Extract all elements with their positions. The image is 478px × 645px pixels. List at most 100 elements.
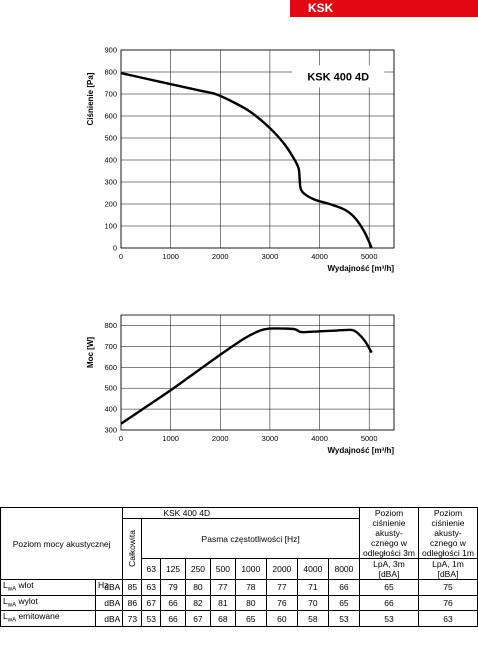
acoustic-table: Poziom mocy akustycznej KSK 400 4D Pozio… xyxy=(0,507,478,628)
chart2-ytick-label: 400 xyxy=(104,405,117,414)
chart2-xlabel: Wydajność [m³/h] xyxy=(327,446,394,455)
chart1-ytick-label: 300 xyxy=(104,178,117,187)
band-header-1000: 1000 xyxy=(234,558,267,580)
row-total: 86 xyxy=(122,594,143,612)
row-label-name: wlot xyxy=(16,580,34,590)
row-label-l: L xyxy=(3,580,8,590)
row-band-value: 66 xyxy=(160,594,186,612)
chart1-xtick-label: 3000 xyxy=(262,252,279,261)
lpa1-header-cell: Poziom ciśnienie akusty-cznego w odległo… xyxy=(418,507,478,559)
row-lpa1: 75 xyxy=(418,579,478,596)
band-header-500: 500 xyxy=(209,558,236,580)
row-band-value: 65 xyxy=(327,594,361,612)
row-lpa3: 65 xyxy=(359,579,419,596)
model-label-cell: KSK 400 4D xyxy=(122,507,360,519)
chart1-xtick-label: 2000 xyxy=(212,252,229,261)
chart2-xtick-label: 5000 xyxy=(361,434,378,443)
row-unit: dBA xyxy=(94,579,124,596)
row-band-value: 58 xyxy=(296,610,329,628)
chart2-ylabel: Moc [W] xyxy=(86,337,95,368)
row-label-sub: wA xyxy=(7,586,17,593)
row-band-value: 66 xyxy=(327,579,361,596)
chart1-xtick-label: 5000 xyxy=(361,252,378,261)
chart1-ytick-label: 700 xyxy=(104,90,117,99)
row-label-sub: wA xyxy=(7,602,17,609)
lpa3-header-cell: Poziom ciśnienie akusty-cznego w odległo… xyxy=(359,507,419,559)
band-header-63: 63 xyxy=(141,558,162,580)
chart1-ytick-label: 800 xyxy=(104,68,117,77)
row-label-sub: wA xyxy=(7,618,17,625)
row-unit: dBA xyxy=(94,610,124,628)
total-label-cell: Całkowita xyxy=(122,518,143,580)
row-lpa3: 53 xyxy=(359,610,419,628)
band-header-8000: 8000 xyxy=(327,558,361,580)
row-band-value: 65 xyxy=(234,610,267,628)
row-band-value: 79 xyxy=(160,579,186,596)
chart2-series-line xyxy=(120,327,373,425)
band-header-125: 125 xyxy=(160,558,186,580)
chart2-ytick-label: 700 xyxy=(104,342,117,351)
chart1-ytick-label: 900 xyxy=(104,46,117,55)
chart1-ytick-label: 500 xyxy=(104,134,117,143)
band-row: 63 125 250 500 1000 2000 4000 8000 LpA, 3m [dBA]… xyxy=(1,558,478,580)
chart2-ytick-label: 600 xyxy=(104,363,117,372)
row-band-value: 77 xyxy=(209,579,236,596)
row-band-value: 80 xyxy=(234,594,267,612)
table-row: LwA wylot dBA 86 67 66 82 81 80 76 70 65 66 76 xyxy=(0,594,478,612)
chart1-xtick-label: 0 xyxy=(119,252,123,261)
chart1-xlabel: Wydajność [m³/h] xyxy=(327,264,394,273)
chart2-xtick-label: 2000 xyxy=(212,434,229,443)
row-band-value: 70 xyxy=(296,594,329,612)
row-band-value: 77 xyxy=(265,579,298,596)
chart1-series-line xyxy=(120,71,373,249)
band-label-cell: Pasma częstotliwości [Hz] xyxy=(141,518,360,559)
chart1-xtick-label: 1000 xyxy=(162,252,179,261)
row-band-value: 68 xyxy=(209,610,236,628)
chart2-ytick-label: 500 xyxy=(104,384,117,393)
row-label-name: wylot xyxy=(16,595,38,606)
row-band-value: 63 xyxy=(141,579,162,596)
row-lpa1: 63 xyxy=(418,610,478,628)
total-label: Całkowita xyxy=(127,529,138,567)
chart1-annotation-box xyxy=(292,65,385,88)
row-total: 73 xyxy=(122,610,143,628)
chart2-xtick-label: 4000 xyxy=(311,434,328,443)
row-band-value: 71 xyxy=(296,579,329,596)
product-badge: KSK xyxy=(290,0,478,17)
chart2-xtick-label: 1000 xyxy=(162,434,179,443)
row-unit: dBA xyxy=(94,594,124,612)
chart2-ytick-label: 300 xyxy=(104,426,117,435)
chart1-xtick-label: 4000 xyxy=(311,252,328,261)
row-band-value: 82 xyxy=(185,594,211,612)
lpa1-unit-cell: LpA, 1m [dBA] xyxy=(418,558,478,580)
row-band-value: 76 xyxy=(265,594,298,612)
row-band-value: 53 xyxy=(327,610,361,628)
chart1-annotation: KSK 400 4D xyxy=(307,71,369,83)
chart2-xtick-label: 0 xyxy=(119,434,123,443)
row-total: 85 xyxy=(122,579,143,596)
band-header-4000: 4000 xyxy=(296,558,329,580)
row-label-l: L xyxy=(3,611,8,622)
row-label: LwA emitowane xyxy=(0,610,96,628)
row-lpa3: 66 xyxy=(359,594,419,612)
pressure-chart: 0 1000 2000 3000 4000 5000 0 100 200 300 400 500 600… xyxy=(86,46,395,273)
table-row: LwA emitowane dBA 73 53 66 67 68 65 60 58 53 53 63 xyxy=(0,610,478,628)
row-band-value: 60 xyxy=(265,610,298,628)
row-label-name: emitowane xyxy=(16,611,60,622)
table-row: LwA wlot dBA 85 63 79 80 77 78 77 71 66 65 75 xyxy=(0,579,478,596)
row-lpa1: 76 xyxy=(418,594,478,612)
row-band-value: 53 xyxy=(141,610,162,628)
chart1-ytick-label: 400 xyxy=(104,156,117,165)
hz-label: Hz xyxy=(98,580,109,590)
lpa3-unit-cell: LpA, 3m [dBA] xyxy=(359,558,419,580)
chart1-ytick-label: 600 xyxy=(104,112,117,121)
row-band-value: 81 xyxy=(209,594,236,612)
chart1-ytick-label: 100 xyxy=(104,222,117,231)
row-band-value: 66 xyxy=(160,610,186,628)
chart2-ytick-label: 800 xyxy=(104,321,117,330)
row-label-l: L xyxy=(3,595,8,606)
chart2-xtick-label: 3000 xyxy=(262,434,279,443)
row-label: LwA wlot xyxy=(0,579,96,596)
chart1-ylabel: Ciśnienie [Pa] xyxy=(86,72,95,125)
row-band-value: 67 xyxy=(141,594,162,612)
